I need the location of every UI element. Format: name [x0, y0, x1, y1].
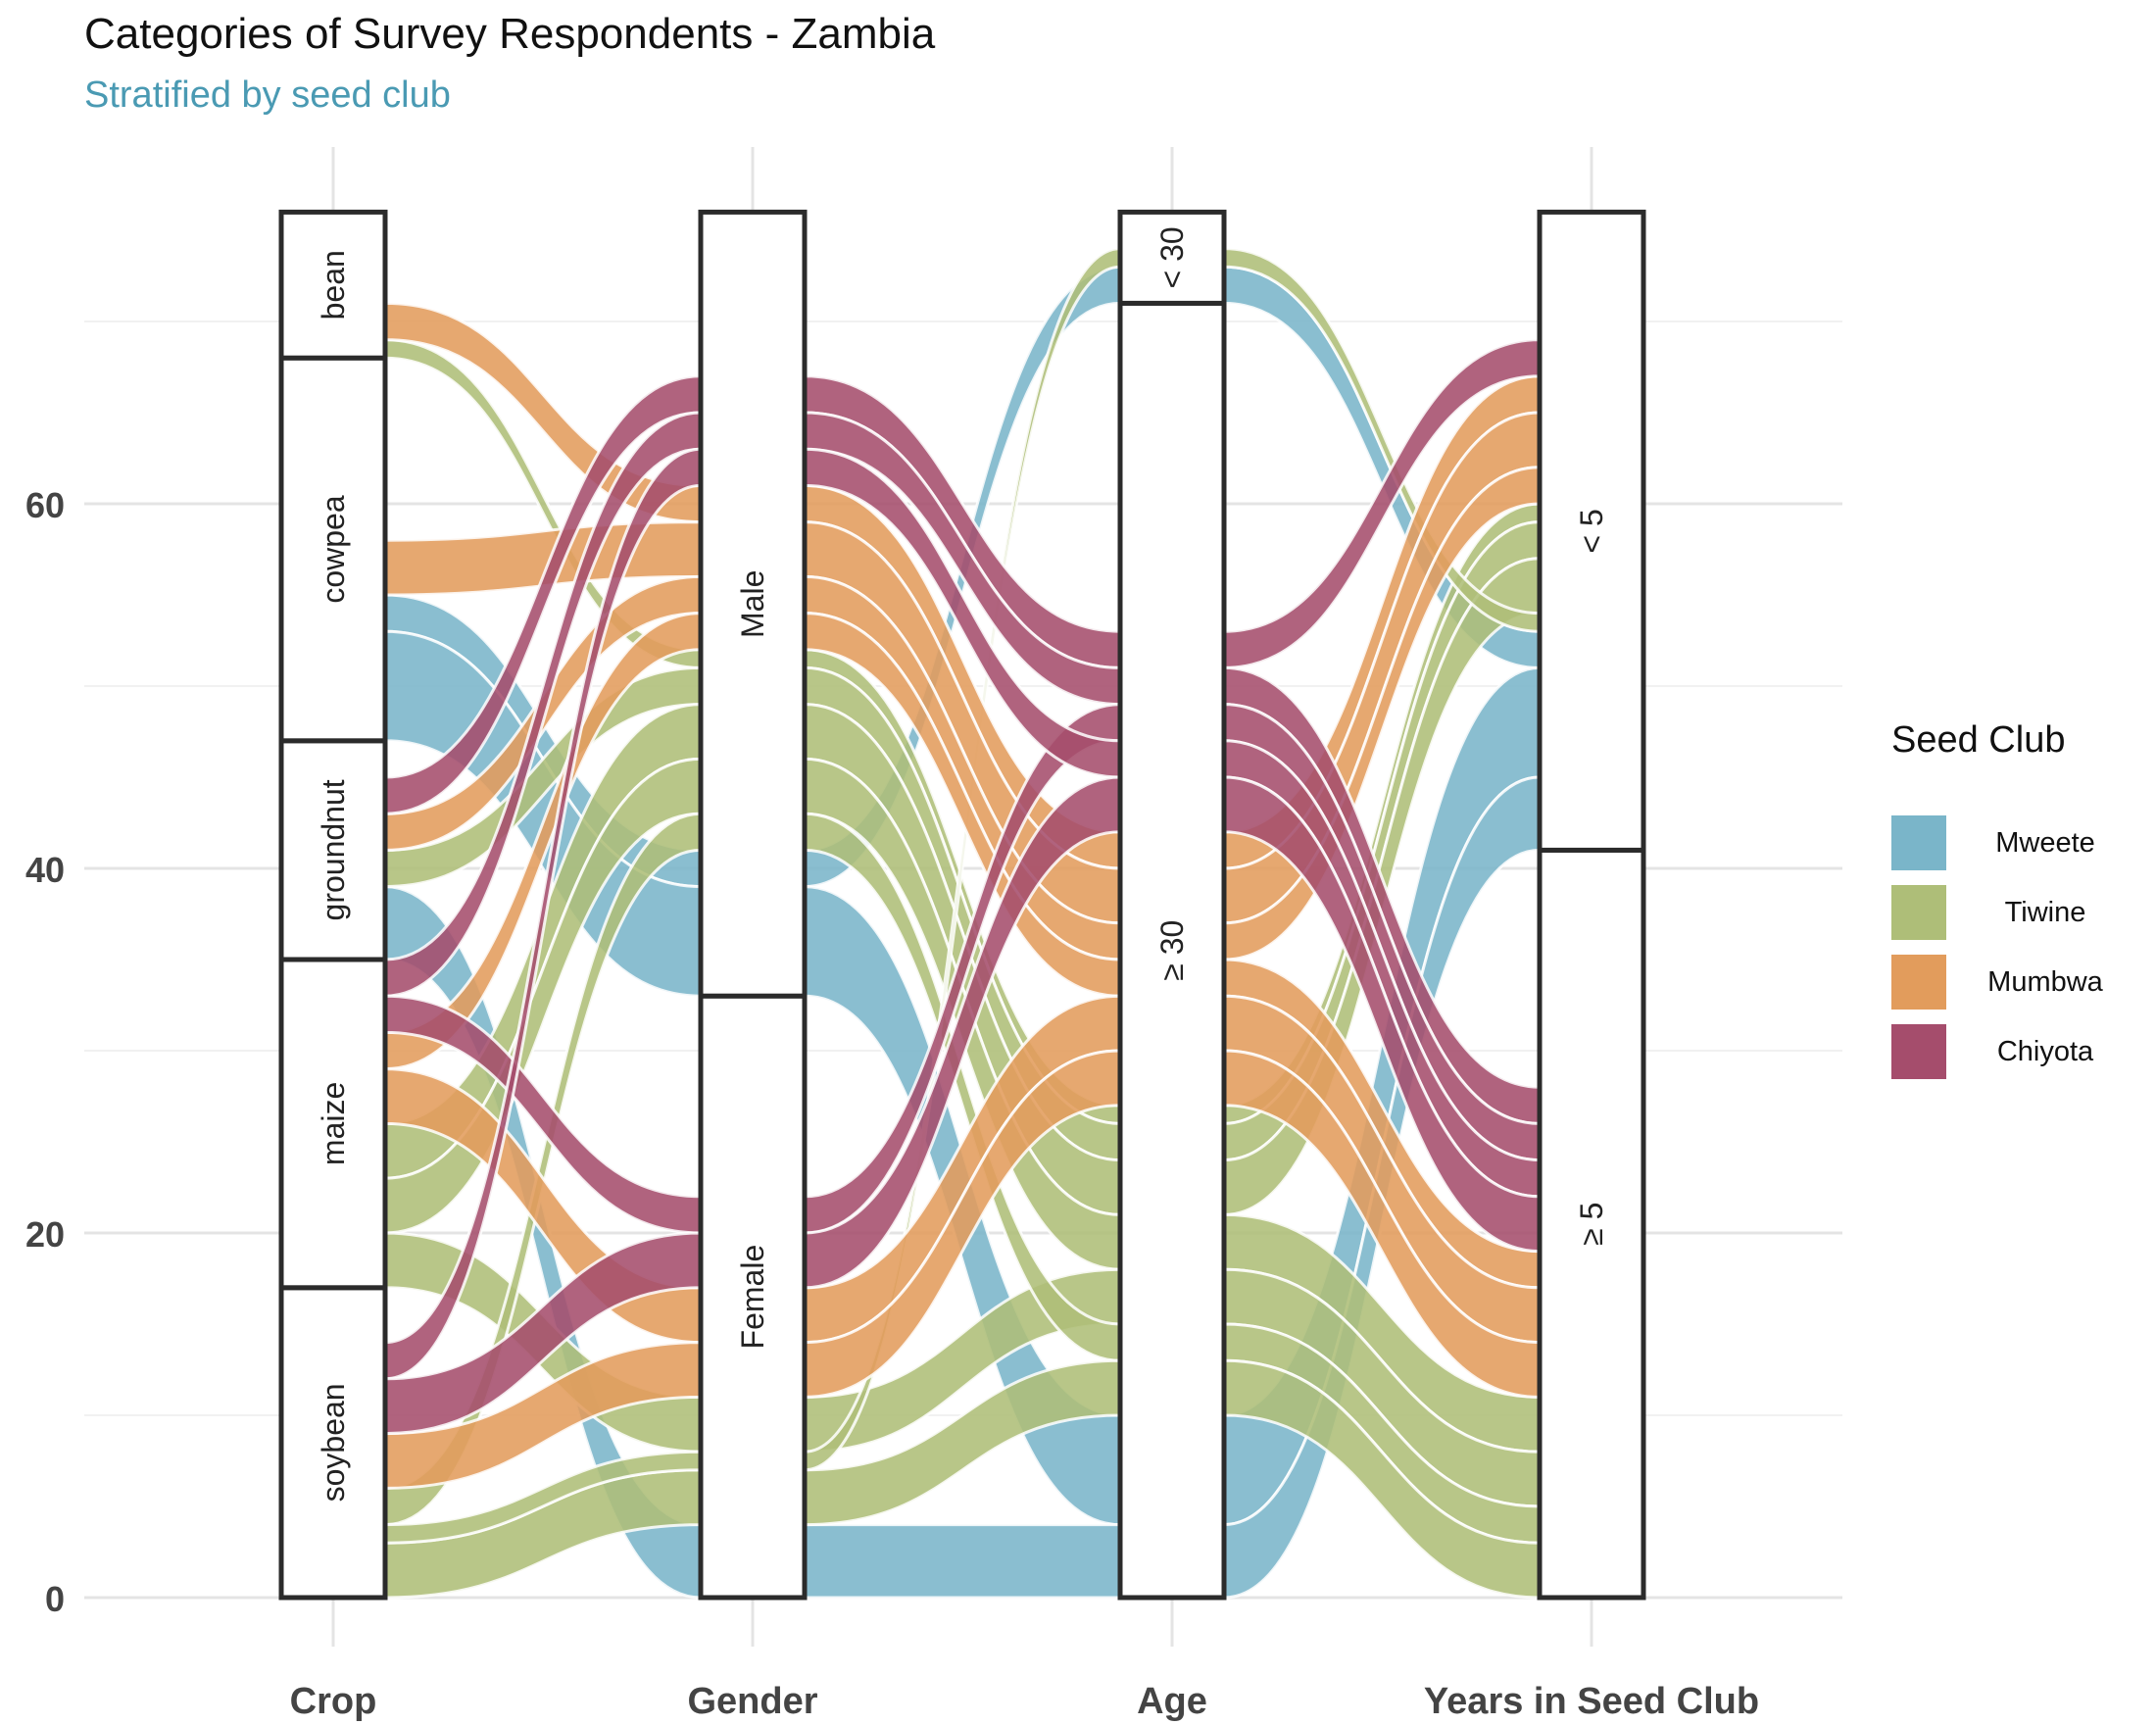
stratum-box: [1117, 209, 1227, 306]
legend-item: Tiwine: [1891, 885, 2136, 940]
stratum-box: [1117, 300, 1227, 1601]
stratum-box: [278, 209, 388, 361]
legend-item: Chiyota: [1891, 1024, 2136, 1079]
legend-item: Mweete: [1891, 815, 2136, 870]
y-tick-label: 60: [25, 485, 65, 525]
stratum-label: maize: [316, 1082, 351, 1165]
stratum-box: [1537, 209, 1646, 853]
legend-label: Mumbwa: [1987, 966, 2103, 998]
legend-title: Seed Club: [1891, 719, 2066, 761]
stratum-label: cowpea: [316, 495, 351, 604]
y-tick-label: 20: [25, 1214, 65, 1255]
legend-swatch: [1891, 955, 1946, 1010]
stratum-label: < 30: [1154, 226, 1190, 288]
chart-title: Categories of Survey Respondents - Zambi…: [84, 10, 936, 58]
stratum-label: ≥ 5: [1574, 1203, 1609, 1246]
flows: [383, 247, 1542, 1600]
stratum-label: Male: [735, 570, 770, 638]
stratum-label: < 5: [1574, 509, 1609, 553]
stratum-label: Female: [735, 1245, 770, 1350]
legend-label: Tiwine: [2004, 897, 2086, 928]
stratum-label: bean: [316, 250, 351, 320]
stratum-label: groundnut: [316, 779, 351, 920]
chart-subtitle: Stratified by seed club: [84, 74, 451, 116]
legend-swatch: [1891, 1024, 1946, 1079]
y-tick-label: 40: [25, 850, 65, 890]
legend-label: Mweete: [1995, 827, 2095, 859]
legend-swatch: [1891, 815, 1946, 870]
legend-item: Mumbwa: [1891, 955, 2136, 1010]
x-axis-label: Age: [1137, 1681, 1207, 1722]
stratum-box: [698, 209, 808, 999]
legend-label: Chiyota: [1996, 1036, 2094, 1067]
x-axis-label: Crop: [290, 1681, 377, 1722]
stratum-box: [278, 1285, 388, 1601]
stratum-box: [278, 957, 388, 1291]
x-axis-label: Years in Seed Club: [1424, 1681, 1759, 1722]
stratum-label: ≥ 30: [1154, 920, 1190, 981]
stratum-box: [278, 355, 388, 744]
stratum-label: soybean: [316, 1383, 351, 1502]
x-axis-label: Gender: [687, 1681, 817, 1722]
legend-swatch: [1891, 885, 1946, 940]
stratum-box: [1537, 847, 1646, 1601]
flow-mweete: [803, 1523, 1122, 1600]
y-tick-label: 0: [45, 1579, 65, 1619]
